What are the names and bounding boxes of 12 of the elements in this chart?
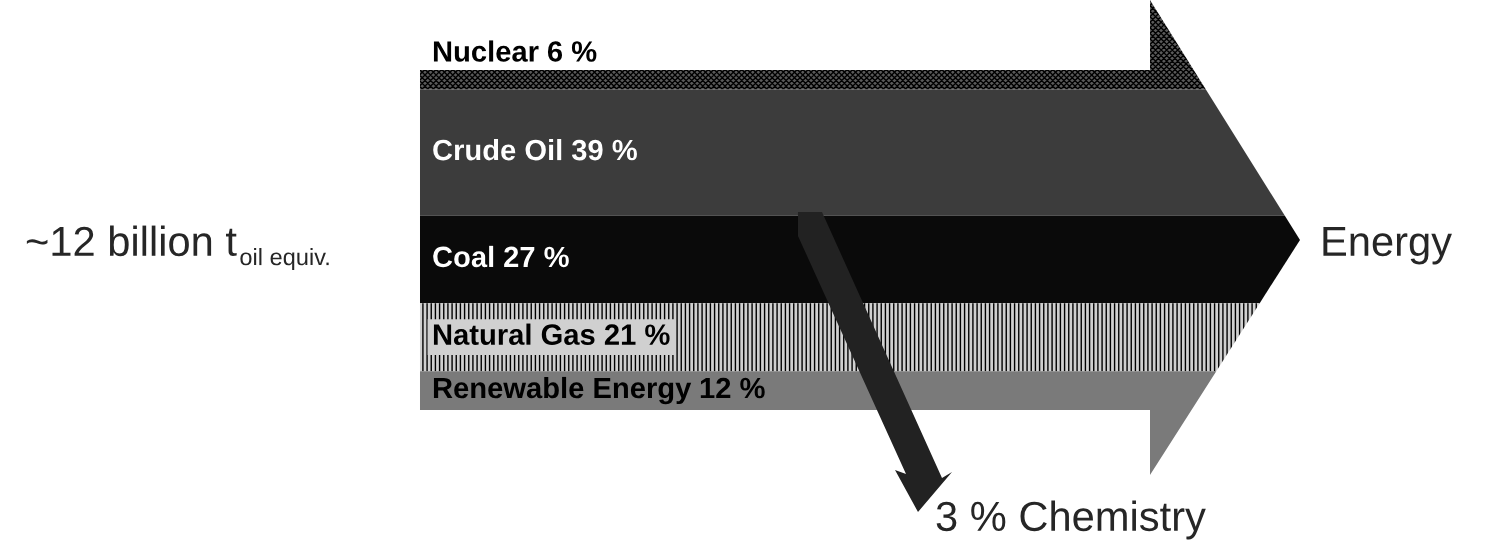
data-label: 6 % <box>547 41 597 62</box>
category-label: Nuclear <box>433 40 539 62</box>
data-label: 12 % <box>700 377 765 399</box>
category-label: Natural Gas <box>433 323 595 345</box>
data-label: 21 % <box>604 324 670 345</box>
category-label: Coal <box>433 245 494 268</box>
data-label: 27 % <box>504 246 569 268</box>
text: Energy <box>1323 227 1452 265</box>
text: 3 % Chemistry <box>936 500 1206 540</box>
category-label: Crude Oil <box>433 138 562 161</box>
data-label: 39 % <box>571 139 637 161</box>
category-label: Renewable Energy <box>433 376 692 405</box>
